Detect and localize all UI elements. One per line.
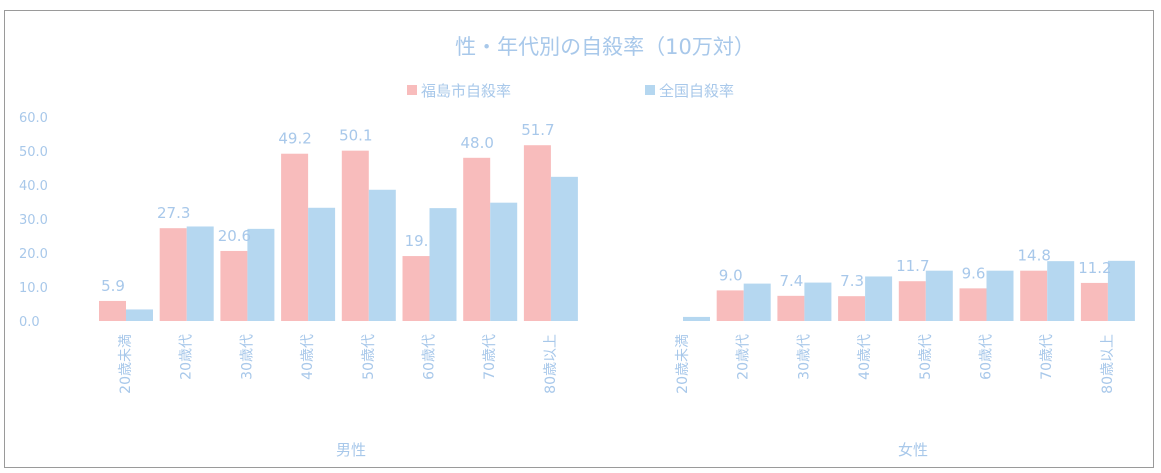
- y-tick-label: 40.0: [19, 179, 48, 194]
- legend-swatch-national: [645, 85, 655, 95]
- data-label: 11.7: [896, 257, 929, 275]
- x-tick-label: 80歳以上: [543, 334, 559, 394]
- data-label: 20.6: [218, 227, 251, 245]
- y-tick-label: 20.0: [19, 247, 48, 262]
- x-tick-label: 50歳代: [361, 334, 377, 380]
- bar-national: [804, 282, 832, 321]
- bar-national: [1047, 261, 1075, 321]
- y-tick-label: 0.0: [19, 315, 40, 330]
- bar-fukushima: [220, 250, 248, 321]
- bar-fukushima: [777, 295, 805, 321]
- bar-fukushima: [159, 228, 187, 321]
- legend-label-fukushima: 福島市自殺率: [421, 82, 511, 100]
- data-label: 9.0: [719, 266, 743, 284]
- x-tick-label: 60歳代: [422, 334, 438, 380]
- x-axis: 20歳未満 20歳代 30歳代 40歳代 50歳代 60歳代 70歳代 80歳以上 20歳未満 2…: [118, 334, 1116, 394]
- y-tick-label: 30.0: [19, 213, 48, 228]
- bar-national: [308, 207, 336, 321]
- bar-national: [490, 202, 518, 321]
- data-label: 51.7: [521, 121, 554, 139]
- bar-fukushima: [1020, 270, 1048, 321]
- bar-fukushima: [959, 288, 987, 321]
- bar-fukushima: [402, 256, 430, 321]
- bar-fukushima: [1080, 282, 1108, 321]
- bar-national: [429, 208, 457, 321]
- data-label: 7.4: [779, 272, 803, 290]
- x-tick-label: 20歳代: [736, 334, 752, 380]
- bar-fukushima: [463, 157, 491, 321]
- group-label-female: 女性: [898, 441, 928, 459]
- data-label: 11.2: [1078, 259, 1111, 277]
- bar-national: [550, 176, 578, 321]
- chart-frame: 性・年代別の自殺率（10万対） 福島市自殺率 全国自殺率 60.0 50.0 40.…: [4, 10, 1154, 468]
- data-label: 5.9: [101, 277, 125, 295]
- data-label: 48.0: [460, 134, 493, 152]
- x-tick-label: 20歳代: [179, 334, 195, 380]
- data-label: 14.8: [1017, 247, 1050, 265]
- bar-fukushima: [716, 290, 744, 321]
- bar-national: [186, 226, 214, 321]
- data-labels: 5.9 27.3 20.6 49.2 50.1 19. 48.0 51.7 9.0 7.4 7.3 1…: [101, 121, 1112, 295]
- x-tick-label: 30歳代: [239, 334, 255, 380]
- bar-national: [126, 309, 153, 321]
- x-tick-label: 50歳代: [918, 334, 934, 380]
- x-tick-label: 20歳未満: [118, 334, 134, 394]
- x-tick-label: 70歳代: [482, 334, 498, 380]
- x-tick-label: 40歳代: [857, 334, 873, 380]
- bar-national: [1107, 260, 1135, 321]
- bar-fukushima: [99, 300, 126, 321]
- bar-national: [368, 189, 396, 321]
- bars: [99, 145, 1135, 321]
- bar-national: [743, 283, 771, 321]
- x-tick-label: 60歳代: [979, 334, 995, 380]
- bar-national: [683, 316, 710, 321]
- bar-fukushima: [838, 296, 866, 321]
- bar-national: [986, 270, 1014, 321]
- data-label: 27.3: [157, 204, 190, 222]
- y-tick-label: 60.0: [19, 111, 48, 126]
- y-axis: 60.0 50.0 40.0 30.0 20.0 10.0 0.0: [19, 111, 48, 330]
- bar-national: [925, 270, 953, 321]
- data-label: 19.: [405, 232, 429, 250]
- bar-fukushima: [341, 150, 369, 321]
- chart-title: 性・年代別の自殺率（10万対）: [455, 35, 755, 59]
- y-tick-label: 50.0: [19, 145, 48, 160]
- data-label: 49.2: [278, 130, 311, 148]
- x-tick-label: 20歳未満: [675, 334, 691, 394]
- y-tick-label: 10.0: [19, 281, 48, 296]
- bar-fukushima: [898, 281, 926, 321]
- legend: 福島市自殺率 全国自殺率: [407, 82, 734, 100]
- x-tick-label: 80歳以上: [1100, 334, 1116, 394]
- bar-fukushima: [523, 145, 551, 321]
- bar-national: [865, 276, 893, 321]
- x-tick-label: 70歳代: [1039, 334, 1055, 380]
- group-label-male: 男性: [336, 441, 366, 459]
- data-label: 9.6: [962, 264, 986, 282]
- legend-swatch-fukushima: [407, 85, 417, 95]
- bar-national: [247, 228, 275, 321]
- data-label: 7.3: [840, 272, 864, 290]
- legend-label-national: 全国自殺率: [659, 82, 734, 100]
- x-tick-label: 30歳代: [796, 334, 812, 380]
- x-tick-label: 40歳代: [300, 334, 316, 380]
- bar-fukushima: [281, 153, 309, 321]
- data-label: 50.1: [339, 127, 372, 145]
- chart: 性・年代別の自殺率（10万対） 福島市自殺率 全国自殺率 60.0 50.0 40.…: [19, 35, 1135, 459]
